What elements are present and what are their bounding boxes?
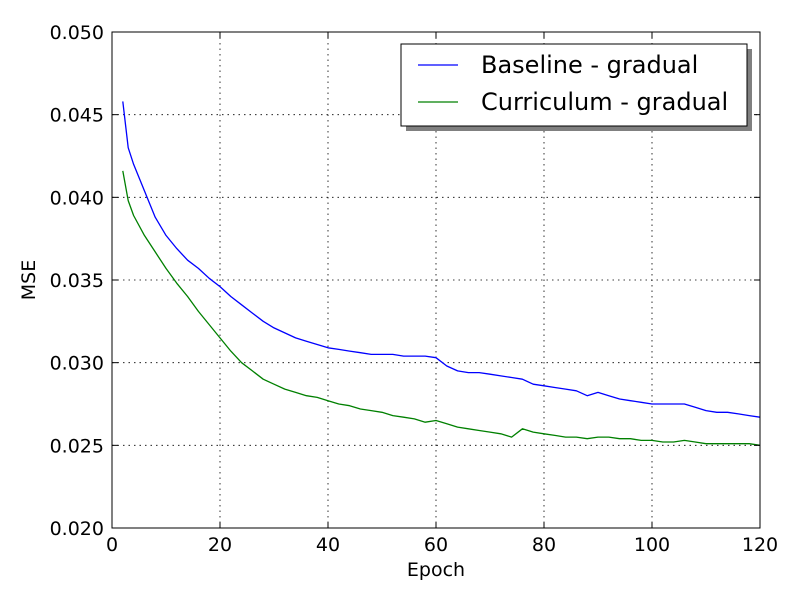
legend: Baseline - gradual Curriculum - gradual [400,43,752,131]
y-axis-label: MSE [18,260,40,300]
x-tick-label: 60 [424,534,448,556]
axis-ticks [111,31,761,529]
y-tick-label: 0.040 [50,187,104,209]
y-tick-label: 0.045 [50,105,104,127]
y-tick-label: 0.035 [50,270,104,292]
series-layer [122,101,760,446]
series-line-baseline [122,101,760,418]
y-tick-labels: 0.020 0.025 0.030 0.035 0.040 0.045 0.050 [50,22,104,540]
x-tick-label: 40 [316,534,340,556]
series-line-curriculum [122,170,760,446]
x-tick-label: 0 [106,534,118,556]
y-tick-label: 0.025 [50,435,104,457]
x-tick-label: 20 [208,534,232,556]
x-tick-labels: 0 20 40 60 80 100 120 [106,534,778,556]
legend-label-baseline: Baseline - gradual [481,51,698,79]
y-tick-label: 0.050 [50,22,104,44]
x-tick-label: 80 [532,534,556,556]
y-tick-label: 0.020 [50,518,104,540]
x-axis-label: Epoch [407,559,465,581]
legend-box [400,43,748,127]
x-tick-label: 120 [742,534,778,556]
x-tick-label: 100 [634,534,670,556]
legend-label-curriculum: Curriculum - gradual [481,88,728,116]
y-tick-label: 0.030 [50,353,104,375]
